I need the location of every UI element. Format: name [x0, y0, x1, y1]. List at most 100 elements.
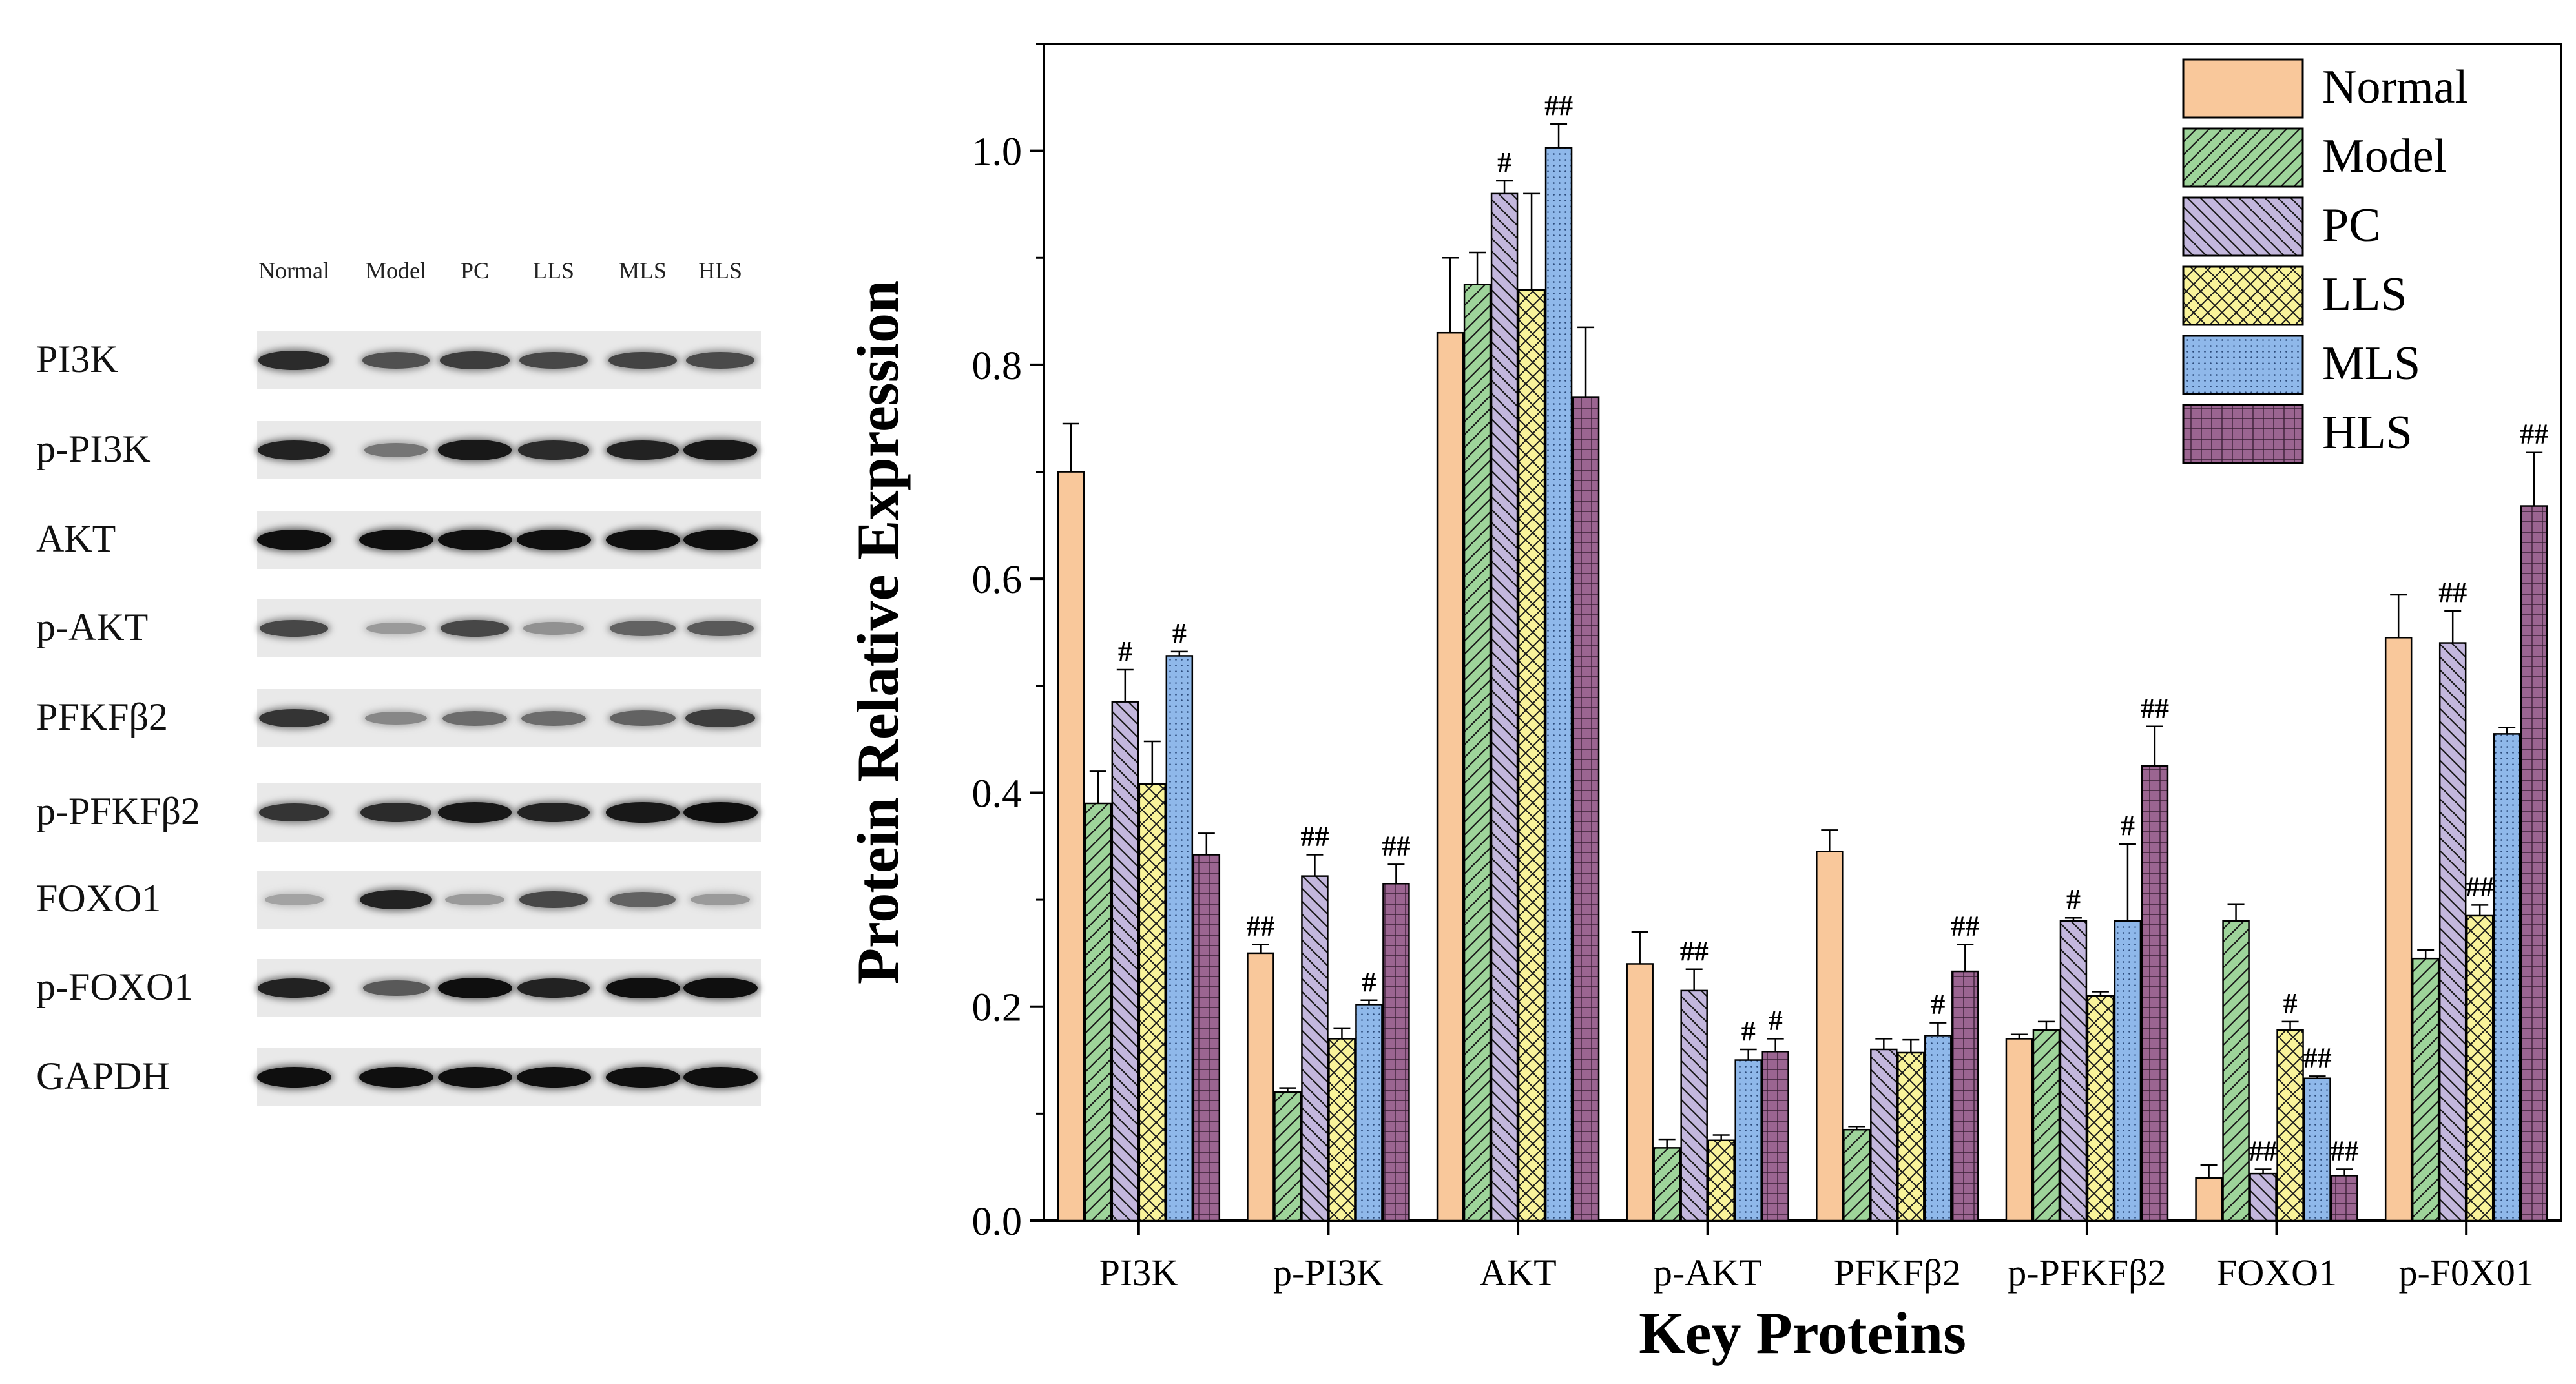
bar	[1437, 333, 1464, 1221]
legend-swatch-pattern	[2183, 336, 2303, 394]
blot-band	[365, 711, 427, 725]
bar-pattern	[1085, 803, 1111, 1221]
x-tick-label: AKT	[1479, 1252, 1556, 1294]
blot-band	[687, 620, 754, 637]
blot-band	[605, 530, 680, 550]
blot-band	[523, 622, 584, 635]
lane-header: PC	[460, 258, 490, 284]
x-tick-label: p-PFKFβ2	[2008, 1252, 2166, 1294]
lane-header: HLS	[698, 258, 742, 284]
bar-chart: 0.0 0.2 0.4 0.6 0.8 1.0 Protein Relative Expre…	[845, 43, 2562, 1366]
blot-row-label: PFKFβ2	[36, 696, 168, 738]
blot-band	[517, 440, 590, 460]
western-blot-panel: Normal Model PC LLS MLS HLS PI3K p-PI3K AKT p-AKT…	[0, 0, 801, 1384]
significance-marker: ##	[2438, 577, 2467, 608]
blot-band	[441, 619, 509, 637]
lane-header: LLS	[532, 258, 574, 284]
bar-pattern	[1112, 701, 1138, 1221]
blot-band	[521, 710, 586, 726]
blot-band	[258, 708, 329, 728]
blot-band	[364, 442, 428, 458]
blot-band	[683, 1067, 758, 1088]
bar-pattern	[1708, 1140, 1734, 1221]
blot-band	[605, 1067, 680, 1088]
legend-swatch	[2183, 59, 2303, 118]
significance-marker: #	[1769, 1004, 1783, 1036]
significance-marker: ##	[1680, 935, 1709, 967]
bar-pattern	[1491, 193, 1518, 1221]
bar-pattern	[2033, 1030, 2059, 1221]
blot-band	[685, 709, 755, 727]
x-tick-label: PFKFβ2	[1834, 1252, 1961, 1294]
legend-swatch-pattern	[2183, 405, 2303, 463]
bar-pattern	[1573, 397, 1599, 1221]
y-tick-label: 0.8	[972, 344, 1023, 388]
significance-marker: ##	[1544, 90, 1573, 121]
blot-band	[437, 530, 512, 550]
bar-pattern	[2114, 921, 2141, 1221]
lane-header: Normal	[258, 258, 329, 284]
blot-band	[258, 440, 330, 460]
blot-band	[608, 351, 678, 369]
significance-marker: ##	[1951, 911, 1979, 942]
legend-swatch-pattern	[2183, 267, 2303, 325]
blot-band	[442, 710, 507, 726]
bar	[1816, 851, 1843, 1221]
blot-band	[358, 530, 433, 550]
legend-label: MLS	[2322, 337, 2420, 390]
bar-pattern	[1952, 971, 1979, 1221]
blot-band	[256, 530, 331, 550]
bar-pattern	[1464, 284, 1491, 1221]
bar-pattern	[1193, 854, 1220, 1221]
blot-band	[264, 894, 324, 905]
legend-swatch-outline	[2182, 265, 2304, 326]
blot-band	[605, 978, 680, 998]
bar-pattern	[1302, 876, 1328, 1221]
blot-band	[517, 802, 590, 823]
significance-marker: ##	[1300, 821, 1329, 852]
blot-band	[610, 892, 676, 907]
bar	[2385, 637, 2412, 1221]
bar	[1626, 964, 1653, 1221]
bar-pattern	[1329, 1038, 1355, 1221]
significance-marker: #	[1172, 617, 1187, 649]
bar-pattern	[2467, 915, 2493, 1221]
bar-pattern	[2060, 921, 2086, 1221]
significance-marker: #	[2121, 810, 2135, 842]
blot-band	[683, 530, 758, 550]
significance-marker: ##	[2331, 1135, 2359, 1166]
y-tick-label: 1.0	[972, 130, 1023, 174]
blot-row-label: PI3K	[36, 338, 118, 380]
significance-marker: ##	[1246, 911, 1274, 942]
blot-row-label: p-PFKFβ2	[36, 790, 200, 832]
significance-marker: #	[1118, 635, 1132, 667]
bar-pattern	[1274, 1092, 1301, 1221]
blot-row-label: GAPDH	[36, 1055, 170, 1097]
blot-band	[360, 889, 432, 910]
bar-pattern	[1871, 1049, 1897, 1221]
x-tick-label: FOXO1	[2216, 1252, 2337, 1294]
blot-band	[607, 440, 679, 460]
bar-pattern	[1681, 990, 1707, 1221]
bar-pattern	[1519, 289, 1545, 1221]
legend-swatch-outline	[2182, 196, 2304, 257]
blot-band	[256, 1067, 331, 1088]
legend-swatch-outline	[2182, 335, 2304, 395]
bar-pattern	[1356, 1004, 1382, 1221]
blot-row-label: p-FOXO1	[36, 966, 194, 1008]
blot-band	[519, 891, 588, 909]
bar-pattern	[1844, 1130, 1870, 1221]
blot-band	[437, 978, 512, 998]
blot-band	[517, 978, 590, 998]
bar-pattern	[1654, 1148, 1680, 1221]
bar-pattern	[2087, 996, 2114, 1221]
significance-marker: #	[2283, 987, 2298, 1019]
x-tick-label: p-PI3K	[1273, 1252, 1384, 1294]
bar-pattern	[2331, 1175, 2358, 1221]
y-tick-label: 0.2	[972, 986, 1023, 1030]
lane-header: Model	[366, 258, 426, 284]
bar-pattern	[1139, 784, 1165, 1221]
bar-pattern	[2494, 734, 2520, 1221]
legend-label: PC	[2322, 199, 2381, 252]
blot-band	[437, 1067, 512, 1088]
